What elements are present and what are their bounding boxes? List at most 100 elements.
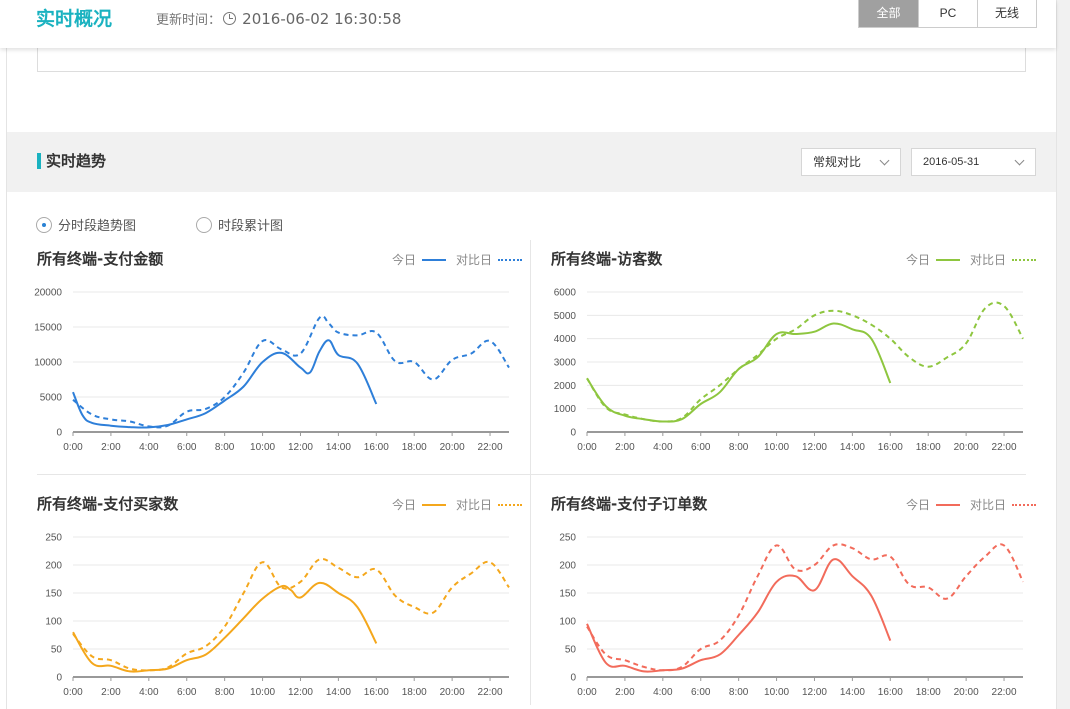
legend-compare-swatch [498, 503, 522, 506]
x-tick-label: 18:00 [402, 687, 427, 698]
chart-title: 所有终端-支付金额 [37, 250, 164, 268]
chart-plot: 0 50 100 150 200 250 0:00 2:00 4:00 6:00 8:00 10:00… [559, 533, 1024, 698]
chart-legend: 今日 对比日 [906, 496, 1036, 513]
left-border [6, 48, 7, 709]
y-tick-label: 50 [565, 645, 577, 656]
y-tick-label: 250 [559, 533, 576, 544]
x-tick-label: 14:00 [326, 687, 351, 698]
x-tick-label: 16:00 [364, 442, 389, 453]
x-tick-label: 6:00 [177, 442, 197, 453]
y-tick-label: 150 [559, 589, 576, 600]
series-line-today [586, 322, 892, 423]
y-tick-label: 6000 [554, 288, 577, 299]
x-tick-label: 8:00 [215, 442, 235, 453]
legend-compare: 对比日 [455, 498, 492, 512]
scrollbar-gutter[interactable] [1056, 0, 1070, 709]
legend-compare-swatch [1012, 258, 1036, 261]
x-tick-label: 22:00 [992, 687, 1017, 698]
x-tick-label: 10:00 [764, 687, 789, 698]
y-tick-label: 0 [56, 673, 62, 684]
x-tick-label: 18:00 [402, 442, 427, 453]
chart-payment-amount: 所有终端-支付金额 今日 对比日 0 5000 10000 15000 20000 0:00… [34, 248, 522, 473]
chart-legend: 今日 对比日 [906, 251, 1036, 268]
x-tick-label: 6:00 [691, 687, 711, 698]
y-tick-label: 200 [45, 561, 62, 572]
compare-mode-select[interactable]: 常规对比 [801, 148, 901, 176]
x-tick-label: 2:00 [615, 687, 635, 698]
chart-legend: 今日 对比日 [392, 251, 522, 268]
y-tick-label: 50 [51, 645, 63, 656]
x-tick-label: 6:00 [691, 442, 711, 453]
x-tick-label: 16:00 [364, 687, 389, 698]
x-tick-label: 22:00 [478, 687, 503, 698]
update-time: 更新时间： 2016-06-02 16:30:58 [156, 9, 401, 28]
overview-panel [37, 48, 1026, 72]
x-tick-label: 12:00 [802, 687, 827, 698]
series-line-compare [72, 557, 510, 672]
x-tick-label: 20:00 [440, 442, 465, 453]
chart-plot: 0 1000 2000 3000 4000 5000 6000 0:00 2:00 4:00 6:0… [554, 288, 1024, 453]
legend-today: 今日 [391, 253, 416, 267]
y-tick-label: 100 [559, 617, 576, 628]
x-tick-label: 0:00 [63, 442, 83, 453]
clock-icon [223, 12, 237, 25]
x-tick-label: 12:00 [288, 442, 313, 453]
filter-all-button[interactable]: 全部 [859, 0, 918, 27]
chart-sub-orders: 所有终端-支付子订单数 今日 对比日 0 50 100 150 200 250 0:00 2:0… [551, 493, 1036, 709]
x-tick-label: 22:00 [478, 442, 503, 453]
legend-compare: 对比日 [455, 253, 492, 267]
y-tick-label: 100 [45, 617, 62, 628]
chevron-down-icon [879, 155, 890, 166]
x-tick-label: 14:00 [840, 442, 865, 453]
x-tick-label: 10:00 [250, 442, 275, 453]
y-tick-label: 20000 [34, 288, 62, 299]
x-tick-label: 2:00 [101, 442, 121, 453]
chart-legend: 今日 对比日 [392, 496, 522, 513]
series-line-compare [586, 543, 1024, 672]
compare-date-select[interactable]: 2016-05-31 [911, 148, 1036, 176]
radio-cumulative[interactable]: 时段累计图 [196, 215, 283, 234]
x-tick-label: 8:00 [729, 442, 749, 453]
chart-plot: 0 50 100 150 200 250 0:00 2:00 4:00 6:00 8:00 10:00… [45, 533, 510, 698]
series-line-today [72, 339, 378, 429]
filter-wireless-button[interactable]: 无线 [977, 0, 1036, 27]
legend-today-swatch [421, 258, 446, 261]
x-tick-label: 8:00 [729, 687, 749, 698]
x-tick-label: 0:00 [577, 687, 597, 698]
legend-compare-swatch [498, 258, 522, 261]
y-tick-label: 150 [45, 589, 62, 600]
radio-checked-icon [36, 217, 52, 233]
x-tick-label: 10:00 [250, 687, 275, 698]
chart-plot: 0 5000 10000 15000 20000 0:00 2:00 4:00 6:00 8:00… [34, 288, 510, 453]
chevron-down-icon [1014, 155, 1025, 166]
y-tick-label: 1000 [554, 404, 577, 415]
legend-compare-swatch [1012, 503, 1036, 506]
x-tick-label: 18:00 [916, 442, 941, 453]
x-tick-label: 2:00 [615, 442, 635, 453]
chart-title: 所有终端-访客数 [551, 250, 663, 268]
chart-title: 所有终端-支付子订单数 [551, 495, 708, 513]
series-line-compare [72, 315, 510, 429]
compare-date-value: 2016-05-31 [923, 156, 980, 168]
y-tick-label: 0 [56, 428, 62, 439]
radio-unchecked-icon [196, 217, 212, 233]
legend-compare: 对比日 [969, 253, 1006, 267]
y-tick-label: 250 [45, 533, 62, 544]
legend-today-swatch [935, 503, 960, 506]
legend-today-swatch [421, 503, 446, 506]
chart-divider-horizontal [37, 474, 1026, 475]
trend-section-header: 实时趋势 常规对比 2016-05-31 [7, 132, 1056, 192]
series-line-compare [586, 301, 1024, 423]
chart-divider-vertical [530, 240, 531, 705]
y-tick-label: 4000 [554, 334, 577, 345]
y-tick-label: 15000 [34, 323, 62, 334]
series-line-today [586, 558, 892, 673]
radio-hourly-trend[interactable]: 分时段趋势图 [36, 215, 136, 234]
radio-label: 分时段趋势图 [58, 219, 137, 234]
chart-paying-buyers: 所有终端-支付买家数 今日 对比日 0 50 100 150 200 250 0:00 2:00… [37, 493, 522, 709]
filter-pc-button[interactable]: PC [918, 0, 977, 27]
y-tick-label: 5000 [554, 311, 577, 322]
legend-today: 今日 [905, 498, 930, 512]
section-title: 实时趋势 [46, 152, 107, 170]
chart-visitors: 所有终端-访客数 今日 对比日 0 1000 2000 3000 4000 5000 6000… [551, 248, 1036, 473]
